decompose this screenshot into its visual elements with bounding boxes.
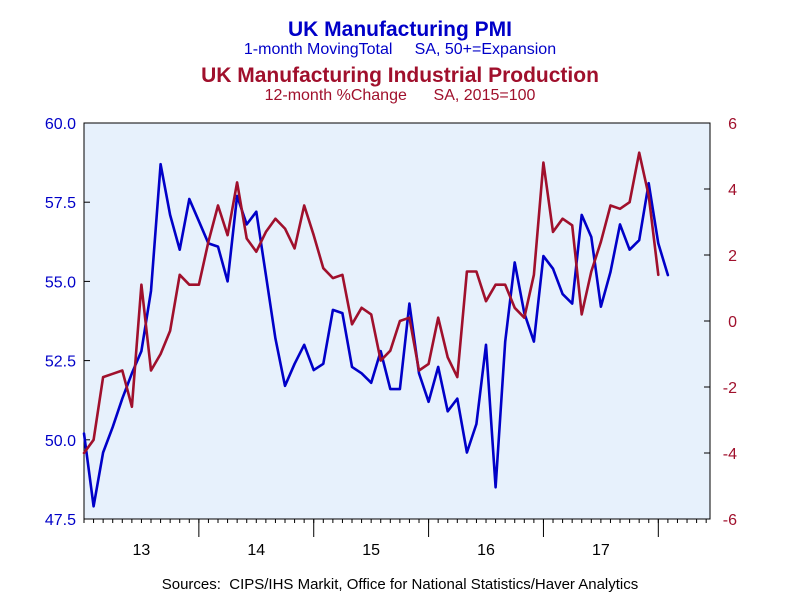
x-tick-label: 13 (133, 542, 151, 559)
y-left-tick-label: 55.0 (45, 274, 76, 291)
y-left-tick-label: 50.0 (45, 433, 76, 450)
y-left-tick-label: 47.5 (45, 512, 76, 529)
y-right-tick-label: 6 (728, 116, 737, 133)
source-note: Sources: CIPS/IHS Markit, Office for Nat… (161, 576, 639, 593)
chart-title-secondary: UK Manufacturing Industrial Production (201, 64, 599, 87)
y-right-tick-label: 4 (728, 182, 737, 199)
x-tick-label: 14 (247, 542, 265, 559)
y-right-tick-label: -6 (723, 512, 737, 529)
y-right-tick-label: 2 (728, 248, 737, 265)
y-left-tick-label: 60.0 (45, 116, 76, 133)
series-line-industrial-production (82, 151, 660, 455)
y-right-tick-label: -2 (723, 380, 737, 397)
plot-area (83, 122, 711, 520)
x-tick-label: 16 (477, 542, 495, 559)
x-tick-label: 15 (362, 542, 380, 559)
chart-title: UK Manufacturing PMI (288, 18, 512, 41)
y-left-tick-label: 52.5 (45, 354, 76, 371)
series-line-pmi (82, 162, 670, 508)
x-tick-label: 17 (592, 542, 610, 559)
y-right-tick-label: 0 (728, 314, 737, 331)
chart-subtitle-secondary: 12-month %Change SA, 2015=100 (264, 87, 536, 104)
y-right-tick-label: -4 (723, 446, 737, 463)
y-left-tick-label: 57.5 (45, 195, 76, 212)
chart-subtitle: 1-month MovingTotal SA, 50+=Expansion (243, 41, 557, 58)
